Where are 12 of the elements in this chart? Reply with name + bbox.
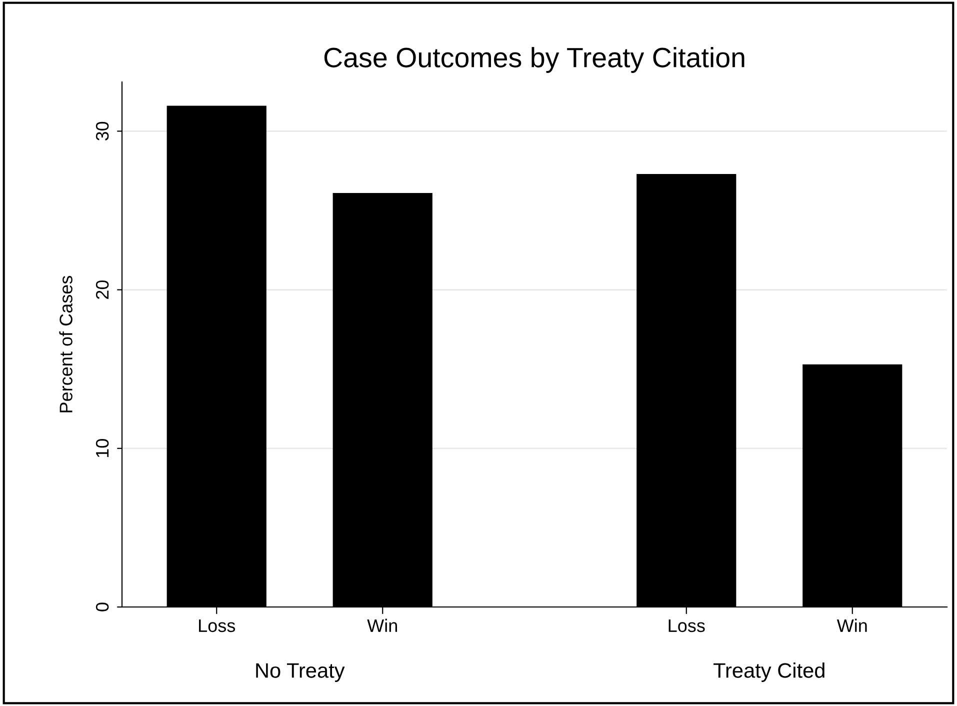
x-tick-label: Win: [836, 618, 867, 632]
y-axis-title: Percent of Cases: [59, 276, 72, 412]
x-tick-label: Win: [367, 618, 397, 632]
y-tick-label: 20: [96, 280, 109, 299]
chart-title: Case Outcomes by Treaty Citation: [324, 47, 744, 73]
y-tick-label: 0: [96, 602, 109, 612]
x-tick-label: Loss: [199, 619, 236, 632]
y-tick-label: 30: [96, 122, 109, 141]
x-tick-label: Loss: [668, 619, 705, 632]
text: Treaty Cited: [714, 662, 824, 682]
text: No Treaty: [256, 663, 345, 682]
y-tick-label: 10: [96, 439, 109, 458]
